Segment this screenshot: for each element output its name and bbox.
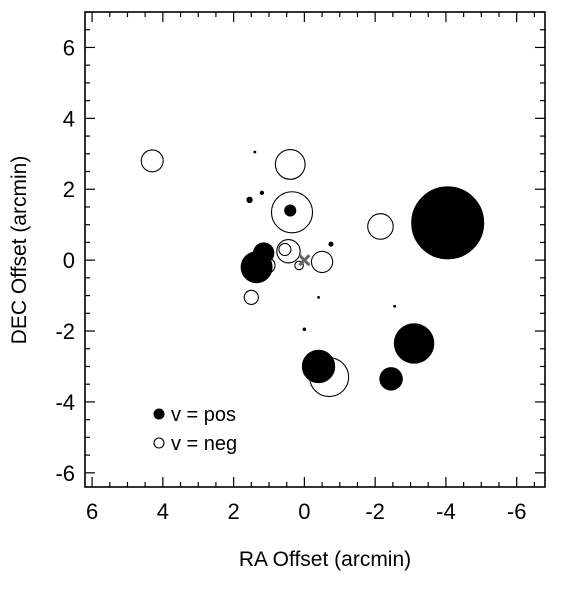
data-point-pos [302,327,307,332]
data-point-neg [140,149,164,173]
data-point-neg [367,213,394,240]
data-point-neg [278,242,292,257]
data-point-pos [411,186,485,260]
data-point-neg [294,260,304,271]
legend-label-neg: v = neg [171,433,237,455]
center-marker [298,254,311,267]
x-tick-label: 6 [86,499,98,524]
data-point-pos [284,204,297,217]
y-tick-label: -6 [55,461,75,486]
data-point-pos [246,196,253,204]
x-tick-label: 2 [227,499,239,524]
data-point-neg [270,191,314,234]
center-marker-stroke [298,254,311,267]
x-tick-label: -4 [436,499,456,524]
data-point-pos [379,367,403,391]
x-axis-title: RA Offset (arcmin) [239,548,411,571]
data-marks [140,149,485,398]
data-point-pos [328,241,334,247]
legend-marker-neg [153,437,165,449]
x-tick-labels: 6 4 2 0 -2 -4 -6 [86,499,527,524]
y-tick-label: -2 [55,319,75,344]
data-point-neg [243,289,259,305]
legend-label-pos: v = pos [171,404,236,426]
y-tick-labels: 6 4 2 0 -2 -4 -6 [55,35,75,485]
y-tick-label: 6 [63,35,75,60]
axis-ticks [85,11,545,487]
plot-frame [84,11,546,488]
data-point-neg [274,149,306,180]
y-tick-label: 2 [63,177,75,202]
data-point-neg [310,250,334,274]
data-point-pos [301,349,336,384]
x-tick-label: -2 [365,499,385,524]
data-point-neg [276,239,301,264]
legend: v = pos v = neg [153,404,237,455]
x-tick-label: 0 [298,499,310,524]
data-point-pos [393,323,435,364]
y-axis-title: DEC Offset (arcmin) [8,156,31,345]
data-point-pos [253,242,275,264]
data-point-pos [259,190,265,195]
data-point-pos [317,295,320,299]
x-tick-label: -6 [507,499,527,524]
data-point-pos [393,304,397,308]
legend-marker-pos [153,408,165,420]
y-tick-label: 4 [63,106,75,131]
y-tick-label: 0 [63,248,75,273]
y-tick-label: -4 [55,390,75,415]
data-point-pos [253,150,257,154]
x-tick-label: 4 [157,499,169,524]
